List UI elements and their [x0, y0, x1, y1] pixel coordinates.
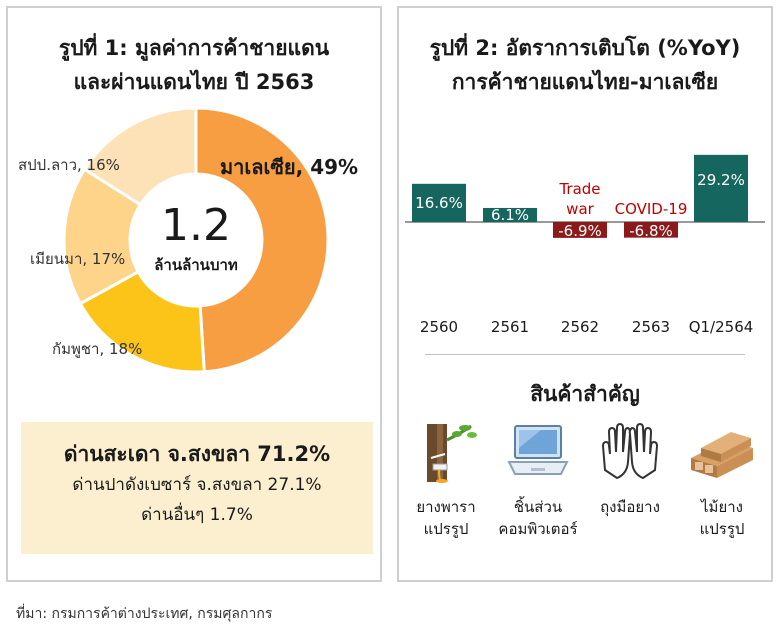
- product-rubber: ยางพารา แปรรูป: [401, 418, 491, 540]
- product-lumber-line2: แปรรูป: [699, 520, 745, 538]
- product-gloves-line1: ถุงมือยาง: [600, 498, 660, 516]
- bar-2560: [412, 183, 466, 222]
- slice-label-myanmar: เมียนมา, 17%: [30, 250, 125, 268]
- bar-value-label: -6.9%: [558, 222, 602, 240]
- bar-2562: [553, 222, 607, 238]
- product-computer-line1: ชิ้นส่วน: [513, 498, 563, 516]
- slice-label-laos: สปป.ลาว, 16%: [18, 156, 120, 174]
- bar-value-label: 29.2%: [697, 171, 745, 189]
- product-gloves: ถุงมือยาง: [585, 418, 675, 518]
- products-title: สินค้าสำคัญ: [530, 382, 640, 406]
- growth-bar-chart: 16.6% 2560 6.1% 2561 -6.9% 2562 -6.8% 2563 29.2%…: [405, 154, 765, 336]
- figure1-panel: รูปที่ 1: มูลค่าการค้าชายแดน และผ่านแดนไ…: [6, 6, 382, 582]
- figure2-title-line2: การค้าชายแดนไทย-มาเลเซีย: [451, 70, 719, 94]
- figure1-title-line1: รูปที่ 1: มูลค่าการค้าชายแดน: [58, 36, 330, 60]
- slice-label-malaysia: มาเลเซีย, 49%: [220, 155, 358, 179]
- figure2-title-line1: รูปที่ 2: อัตราการเติบโต (%YoY): [429, 36, 741, 60]
- bar-value-label: 16.6%: [415, 194, 463, 212]
- product-computer: ชิ้นส่วน คอมพิวเตอร์: [493, 418, 583, 540]
- bar-Q1/2564: [694, 154, 748, 222]
- product-computer-line2: คอมพิวเตอร์: [498, 520, 578, 538]
- bar-value-label: -6.8%: [629, 222, 673, 240]
- slice-malaysia: [194, 108, 330, 374]
- bar-category-label: 2560: [420, 318, 458, 336]
- donut-chart: 1.2 ล้านล้านบาท มาเลเซีย, 49% กัมพูชา, 1…: [18, 108, 358, 374]
- bar-category-label: 2562: [561, 318, 599, 336]
- bar-2563: [624, 222, 678, 238]
- bar-category-label: 2561: [491, 318, 529, 336]
- slice-label-cambodia: กัมพูชา, 18%: [52, 340, 142, 358]
- figure1-title-line2: และผ่านแดนไทย ปี 2563: [73, 70, 315, 94]
- product-lumber-line1: ไม้ยาง: [701, 498, 743, 516]
- figure2-panel: รูปที่ 2: อัตราการเติบโต (%YoY) การค้าชา…: [397, 6, 773, 582]
- product-rubber-line1: ยางพารา: [416, 498, 476, 516]
- bar-annotation: Trade: [558, 180, 600, 198]
- checkpoint-second: ด่านปาดังเบซาร์ จ.สงขลา 27.1%: [72, 475, 322, 495]
- bar-2561: [483, 207, 537, 222]
- product-rubber-line2: แปรรูป: [423, 520, 469, 538]
- divider-line: [425, 354, 745, 355]
- bar-category-label: Q1/2564: [689, 318, 754, 336]
- laptop-icon: [507, 425, 569, 475]
- donut-center-value: 1.2: [161, 200, 231, 251]
- lumber-icon: [691, 432, 753, 478]
- bar-annotation: COVID-19: [615, 200, 688, 218]
- bar-value-label: 6.1%: [491, 206, 529, 224]
- rubber-tree-icon: [427, 424, 477, 483]
- bar-category-label: 2563: [632, 318, 670, 336]
- product-lumber: ไม้ยาง แปรรูป: [677, 418, 767, 540]
- source-note: ที่มา: กรมการค้าต่างประเทศ, กรมศุลกากร: [16, 606, 273, 622]
- donut-center-unit: ล้านล้านบาท: [154, 256, 238, 274]
- checkpoint-box: ด่านสะเดา จ.สงขลา 71.2% ด่านปาดังเบซาร์ …: [21, 422, 373, 554]
- bar-annotation: war: [566, 200, 594, 218]
- checkpoint-third: ด่านอื่นๆ 1.7%: [141, 505, 253, 525]
- gloves-icon: [601, 422, 659, 480]
- checkpoint-main: ด่านสะเดา จ.สงขลา 71.2%: [63, 442, 331, 466]
- slice-laos: [82, 108, 198, 207]
